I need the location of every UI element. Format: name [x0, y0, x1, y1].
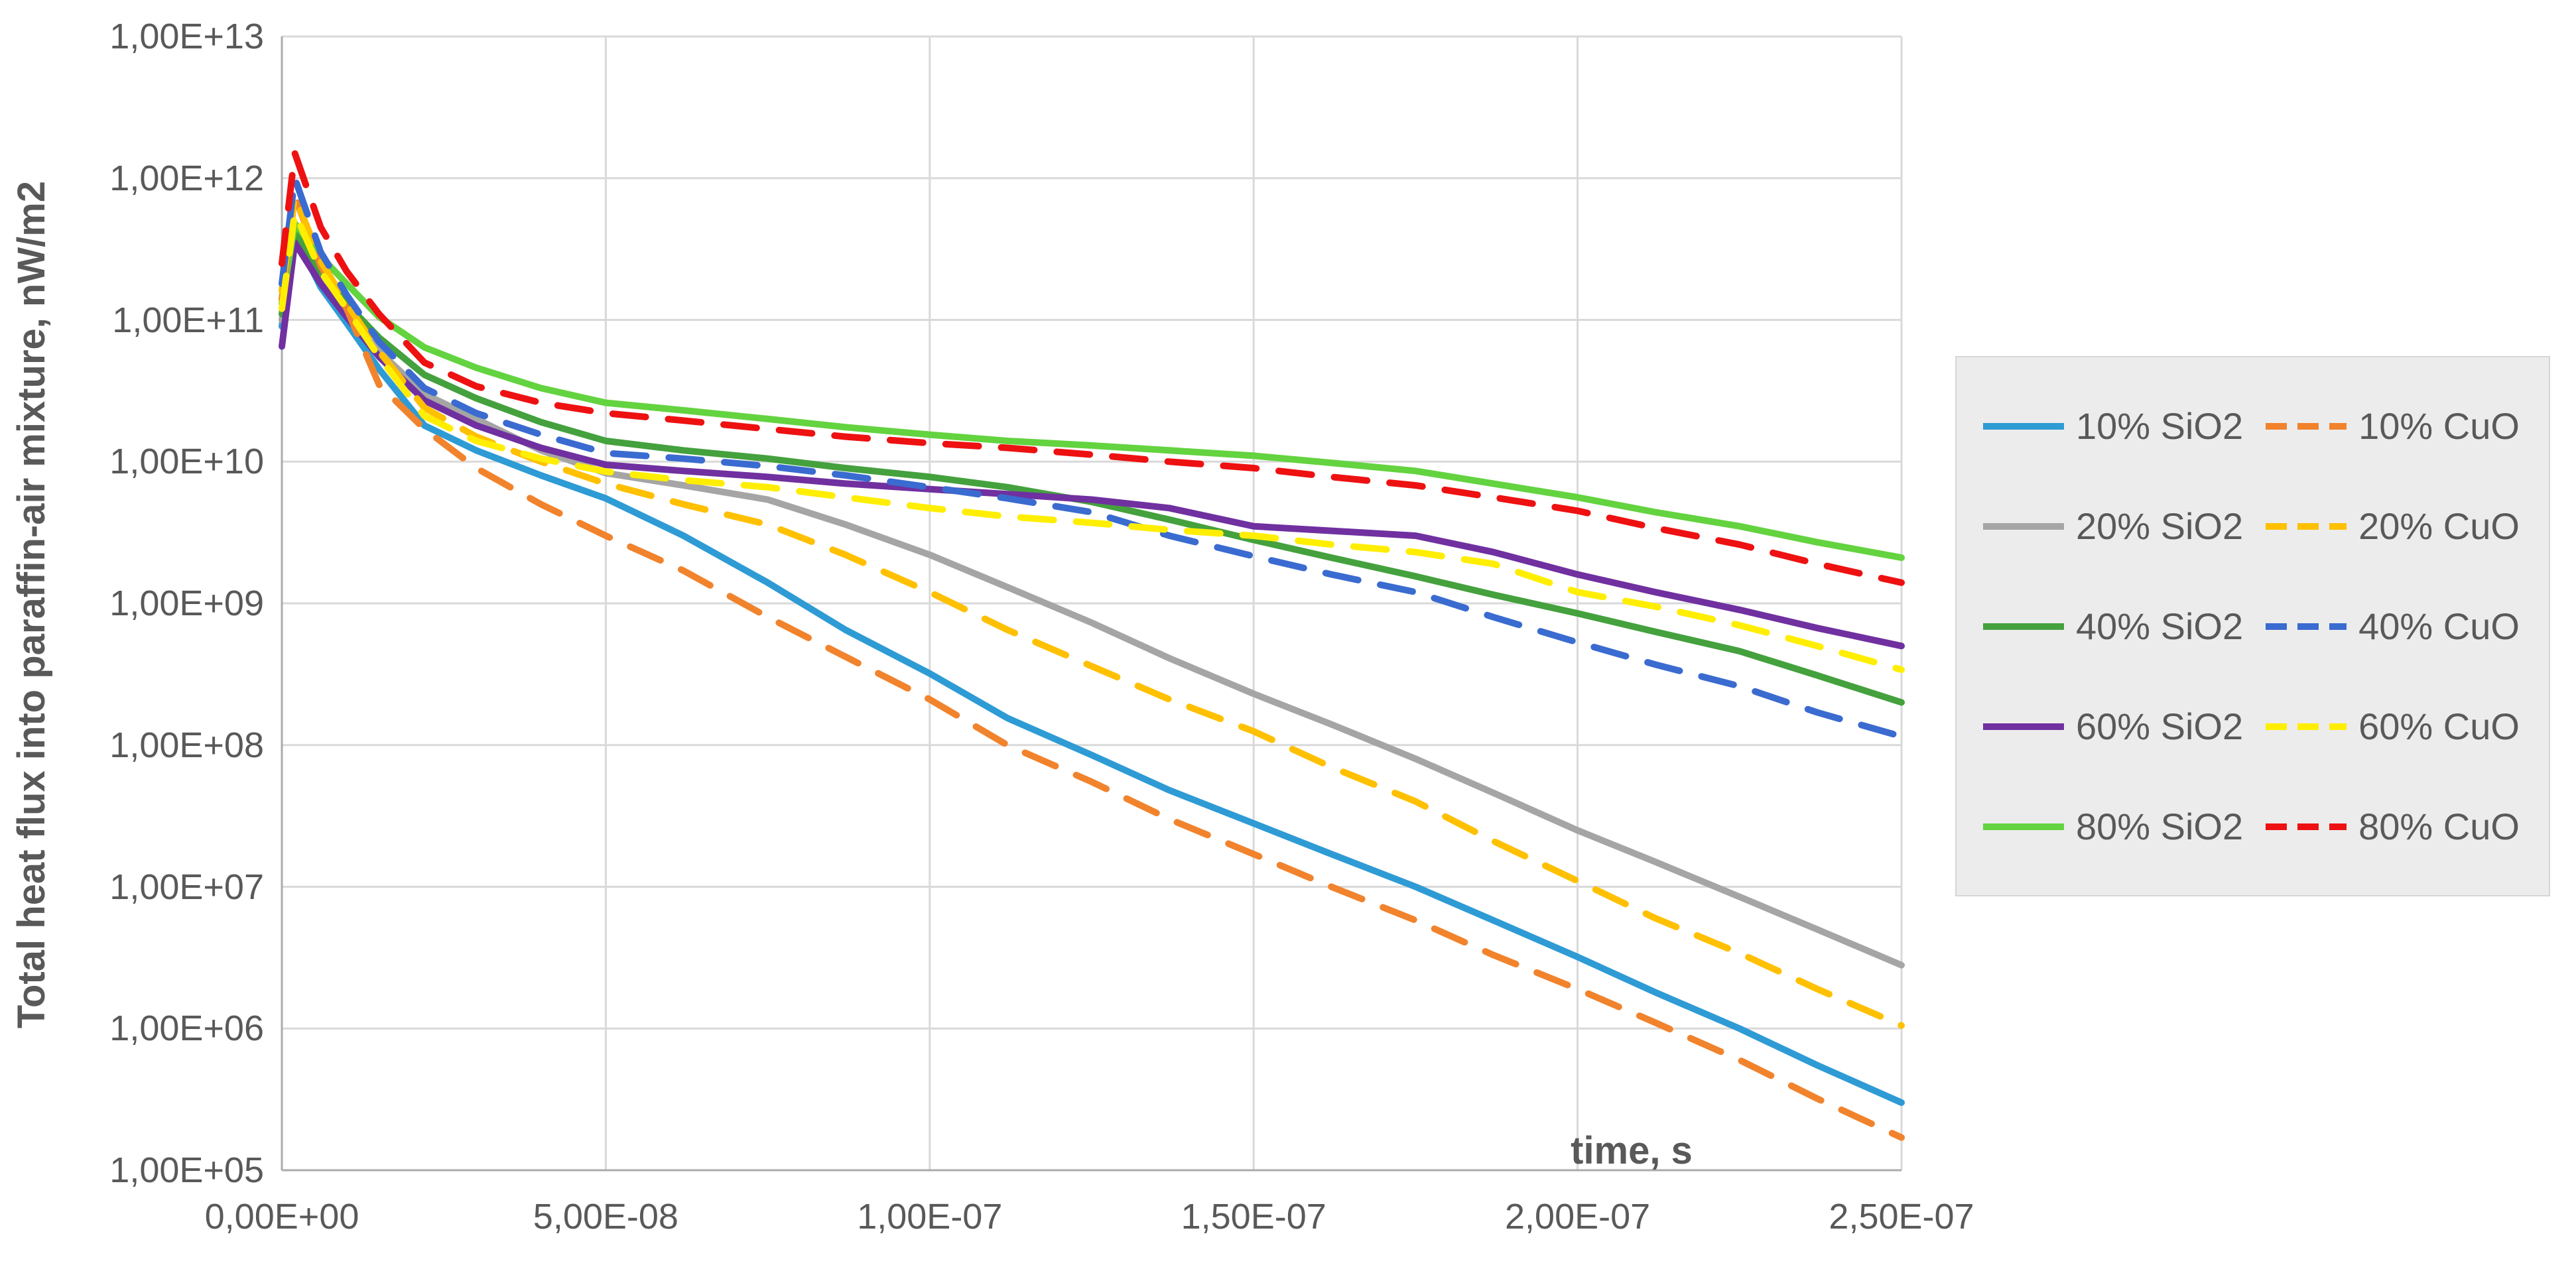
legend-label: 20% SiO2: [2076, 505, 2244, 547]
legend-entry: 40% CuO: [2266, 605, 2522, 647]
series-line-10-cuo: [279, 192, 1905, 1141]
y-axis-tick-label: 1,00E+07: [109, 867, 264, 907]
x-axis-tick-label: 5,00E-08: [533, 1197, 678, 1237]
series-line-80-cuo: [279, 150, 1905, 586]
series-line-80-sio2: [279, 219, 1905, 562]
y-axis-tick-label: 1,00E+08: [109, 725, 264, 765]
legend-entry: 80% CuO: [2266, 808, 2522, 845]
solid-line-swatch: [1983, 723, 2064, 730]
x-axis-tick-label: 1,50E-07: [1181, 1197, 1326, 1237]
legend-label: 60% SiO2: [2076, 705, 2244, 747]
x-axis-tick-label: 2,50E-07: [1829, 1197, 1974, 1237]
legend-entry: 60% CuO: [2266, 705, 2522, 747]
legend-entry: 80% SiO2: [1983, 808, 2243, 845]
y-axis-title: Total heat flux into paraffin-air mixtur…: [10, 180, 53, 1029]
y-axis-tick-label: 1,00E+12: [109, 158, 264, 198]
x-axis-tick-label: 0,00E+00: [204, 1197, 359, 1237]
dashed-line-swatch: [2266, 522, 2347, 530]
series-line-60-sio2: [279, 239, 1905, 650]
legend-label: 10% SiO2: [2076, 404, 2244, 447]
y-axis-tick-label: 1,00E+11: [112, 300, 264, 340]
series-line-40-cuo: [279, 174, 1905, 740]
legend-label: 80% SiO2: [2076, 805, 2244, 847]
legend-label: 20% CuO: [2358, 505, 2520, 547]
series-line-10-sio2: [279, 231, 1905, 1106]
legend-entry: 20% SiO2: [1983, 505, 2244, 547]
y-axis-tick-label: 1,00E+09: [109, 583, 264, 623]
y-axis-tick-label: 1,00E+05: [109, 1150, 264, 1190]
x-axis-tick-label: 2,00E-07: [1505, 1197, 1651, 1237]
dashed-line-swatch: [2266, 723, 2347, 730]
legend-entry: 60% SiO2: [1983, 705, 2244, 747]
solid-line-swatch: [1983, 623, 2064, 630]
y-axis-tick-label: 1,00E+13: [109, 17, 264, 56]
x-axis-title: time, s: [1571, 1129, 1693, 1172]
legend-label: 10% CuO: [2358, 404, 2520, 447]
x-axis-tick-label: 1,00E-07: [857, 1197, 1003, 1237]
series-line-60-cuo: [279, 209, 1905, 674]
y-axis-tick-label: 1,00E+10: [109, 442, 264, 482]
legend-entry: 10% CuO: [2266, 404, 2522, 447]
legend-label: 40% CuO: [2358, 605, 2520, 647]
dashed-line-swatch: [2266, 623, 2347, 630]
legend-label: 60% CuO: [2358, 705, 2520, 747]
solid-line-swatch: [1983, 522, 2064, 530]
legend-label: 80% CuO: [2358, 805, 2520, 847]
solid-line-swatch: [1983, 823, 2064, 830]
chart-legend: 10% SiO2 20% SiO2 40% SiO2 60% SiO2 80% SiO2…: [1955, 356, 2550, 896]
legend-entry: 20% CuO: [2266, 505, 2522, 547]
dashed-line-swatch: [2266, 422, 2347, 430]
y-axis-tick-label: 1,00E+06: [109, 1008, 264, 1049]
legend-label: 40% SiO2: [2076, 605, 2244, 647]
dashed-line-swatch: [2266, 823, 2347, 830]
solid-line-swatch: [1983, 422, 2064, 430]
legend-entry: 10% SiO2: [1983, 404, 2244, 447]
legend-entry: 40% SiO2: [1983, 605, 2244, 647]
series-line-20-cuo: [279, 192, 1905, 1029]
series-line-20-sio2: [279, 234, 1905, 969]
